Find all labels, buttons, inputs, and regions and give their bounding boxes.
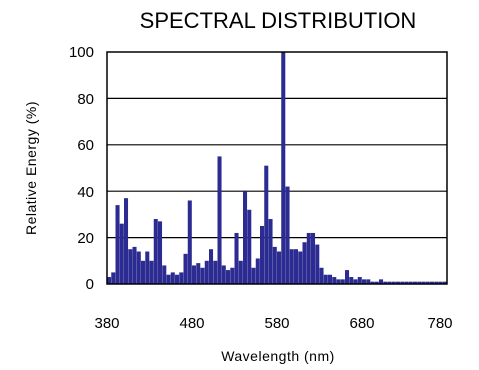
spectrum-bar: [107, 277, 112, 284]
spectrum-bar: [115, 205, 120, 284]
spectrum-bar: [247, 209, 252, 284]
spectrum-bar: [141, 260, 146, 284]
spectrum-bar: [200, 267, 205, 284]
spectrum-bar: [374, 281, 379, 284]
x-tick-label: 380: [94, 315, 119, 332]
spectrum-bar: [421, 281, 426, 284]
spectrum-bar: [366, 279, 371, 284]
spectrum-bar: [404, 281, 409, 284]
chart-title: SPECTRAL DISTRIBUTION: [140, 8, 417, 33]
spectrum-bar: [396, 281, 401, 284]
spectrum-bar: [136, 251, 141, 284]
spectrum-bar: [328, 274, 333, 284]
y-tick-label: 0: [86, 276, 94, 293]
spectrum-bar: [353, 279, 358, 284]
spectrum-bar: [434, 281, 439, 284]
y-tick-label: 20: [77, 230, 94, 247]
x-tick-label: 480: [179, 315, 204, 332]
spectrum-bar: [221, 265, 226, 284]
spectrum-bar: [357, 277, 362, 284]
spectrum-bar: [264, 165, 269, 284]
spectrum-bar: [272, 246, 277, 284]
spectrum-bar: [425, 281, 430, 284]
y-tick-label: 60: [77, 137, 94, 154]
gridlines: [107, 97, 447, 239]
spectrum-bar: [192, 265, 197, 284]
spectrum-bar: [209, 249, 214, 284]
spectrum-bar: [204, 260, 209, 284]
spectrum-bar: [277, 251, 282, 284]
spectrum-bar: [119, 223, 124, 284]
spectrum-bar: [379, 279, 384, 284]
spectrum-bar: [170, 272, 175, 284]
plot-frame: [106, 51, 448, 285]
spectrum-bar: [162, 265, 167, 284]
spectrum-bar: [145, 251, 150, 284]
spectrum-bar: [183, 253, 188, 284]
spectrum-bar: [370, 281, 375, 284]
spectrum-bar: [413, 281, 418, 284]
spectrum-bar: [149, 260, 154, 284]
y-axis-label: Relative Energy (%): [23, 101, 39, 235]
spectrum-bar: [298, 251, 303, 284]
bars: [107, 52, 447, 284]
spectrum-bar: [230, 267, 235, 284]
spectrum-bar: [158, 221, 163, 284]
spectrum-bar: [243, 191, 248, 284]
spectrum-bar: [311, 232, 316, 284]
spectrum-bar: [306, 232, 311, 284]
spectrum-bar: [417, 281, 422, 284]
spectrum-bar: [153, 219, 158, 284]
spectrum-bar: [217, 156, 222, 284]
spectrum-bar: [124, 198, 129, 284]
spectrum-bar: [251, 267, 256, 284]
spectrum-bar: [255, 258, 260, 284]
spectrum-bar: [340, 279, 345, 284]
spectrum-bar: [111, 272, 116, 284]
spectrum-bar: [213, 260, 218, 284]
spectrum-bar: [132, 246, 137, 284]
y-tick-label: 40: [77, 184, 94, 201]
spectrum-bar: [391, 281, 396, 284]
y-tick-label: 80: [77, 91, 94, 108]
spectrum-bar: [362, 279, 367, 284]
spectrum-bar: [383, 281, 388, 284]
x-axis-label: Wavelength (nm): [221, 348, 335, 364]
x-tick-label: 680: [349, 315, 374, 332]
spectrum-bar: [442, 281, 447, 284]
spectrum-bar: [196, 263, 201, 284]
spectrum-bar: [226, 270, 231, 284]
spectrum-bar: [387, 281, 392, 284]
spectrum-bar: [128, 249, 133, 284]
x-tick-label: 780: [427, 315, 452, 332]
spectrum-bar: [438, 281, 443, 284]
spectrum-bar: [268, 219, 273, 284]
spectrum-bar: [336, 279, 341, 284]
spectrum-bar: [319, 267, 324, 284]
spectrum-bar: [345, 270, 350, 284]
x-tick-label: 580: [264, 315, 289, 332]
spectrum-bar: [294, 249, 299, 284]
spectrum-bar: [289, 249, 294, 284]
spectrum-bar: [302, 242, 307, 284]
spectrum-bar: [260, 226, 265, 284]
spectrum-bar: [285, 186, 290, 284]
spectrum-bar: [430, 281, 435, 284]
y-tick-label: 100: [69, 44, 94, 61]
spectrum-bar: [175, 274, 180, 284]
spectrum-bar: [281, 52, 286, 284]
spectrum-bar: [166, 274, 171, 284]
spectrum-bar: [332, 277, 337, 284]
spectrum-bar: [238, 260, 243, 284]
spectrum-bar: [187, 200, 192, 284]
spectrum-bar: [315, 244, 320, 284]
spectrum-bar: [179, 272, 184, 284]
spectrum-bar: [349, 277, 354, 284]
spectrum-bar: [400, 281, 405, 284]
spectrum-bar: [234, 232, 239, 284]
spectrum-bar: [408, 281, 413, 284]
spectrum-bar: [323, 274, 328, 284]
